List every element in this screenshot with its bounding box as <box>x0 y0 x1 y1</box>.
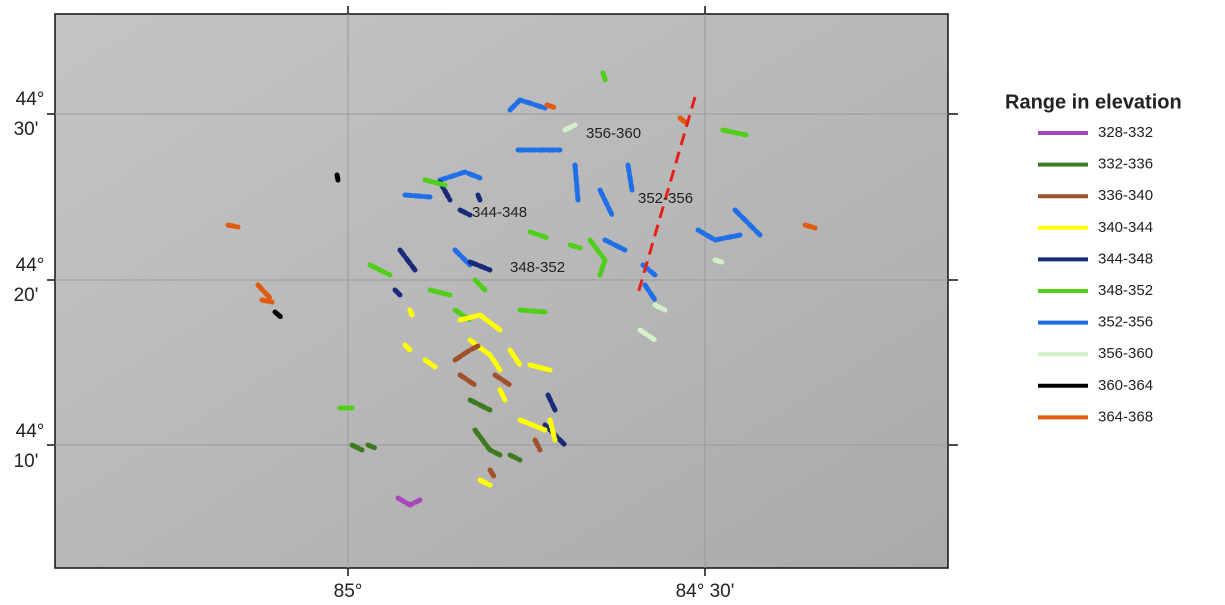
legend-label: 344-348 <box>1098 250 1153 267</box>
shoreline-segment <box>410 310 412 315</box>
shoreline-segment <box>478 195 480 200</box>
legend-title: Range in elevation <box>1005 91 1182 113</box>
legend-label: 332-336 <box>1098 156 1153 173</box>
legend-label: 364-368 <box>1098 408 1153 425</box>
shoreline-segment <box>603 73 606 82</box>
y-label-deg: 44° <box>16 421 45 442</box>
shoreline-segment <box>575 165 578 200</box>
y-label-deg: 44° <box>16 89 45 110</box>
annotation: 356-360 <box>586 125 641 142</box>
annotation: 348-352 <box>510 259 565 276</box>
map-area <box>55 14 948 568</box>
shoreline-segment <box>262 300 272 302</box>
legend-label: 348-352 <box>1098 282 1153 299</box>
legend-label: 356-360 <box>1098 345 1153 362</box>
legend: 328-332 332-336 336-340 340-344 344-348 348-3… <box>1038 124 1153 425</box>
x-label: 85° <box>334 581 363 602</box>
shoreline-segment <box>715 260 722 262</box>
shoreline-segment <box>680 118 685 122</box>
shoreline-segment <box>405 195 430 197</box>
shoreline-segment <box>368 445 375 448</box>
shoreline-segment <box>405 345 410 350</box>
shoreline-segment <box>228 225 238 227</box>
y-label-min: 30' <box>14 119 39 140</box>
legend-label: 336-340 <box>1098 187 1153 204</box>
legend-label: 360-364 <box>1098 377 1153 394</box>
map-figure: 85° 84° 30' 44° 30' 44° 20' 44° 10' 356-… <box>0 0 1225 605</box>
shoreline-segment <box>337 175 338 180</box>
legend-label: 352-356 <box>1098 314 1153 331</box>
y-label-min: 10' <box>14 451 39 472</box>
shoreline-segment <box>520 310 545 312</box>
shoreline-segment <box>570 245 580 248</box>
y-label-min: 20' <box>14 285 39 306</box>
shoreline-segment <box>547 105 556 108</box>
annotation: 344-348 <box>472 204 527 221</box>
x-label: 84° 30' <box>676 581 735 602</box>
y-label-deg: 44° <box>16 255 45 276</box>
legend-label: 328-332 <box>1098 124 1153 141</box>
legend-label: 340-344 <box>1098 219 1153 236</box>
shoreline-segment <box>805 225 815 228</box>
annotation: 352-356 <box>638 190 693 207</box>
